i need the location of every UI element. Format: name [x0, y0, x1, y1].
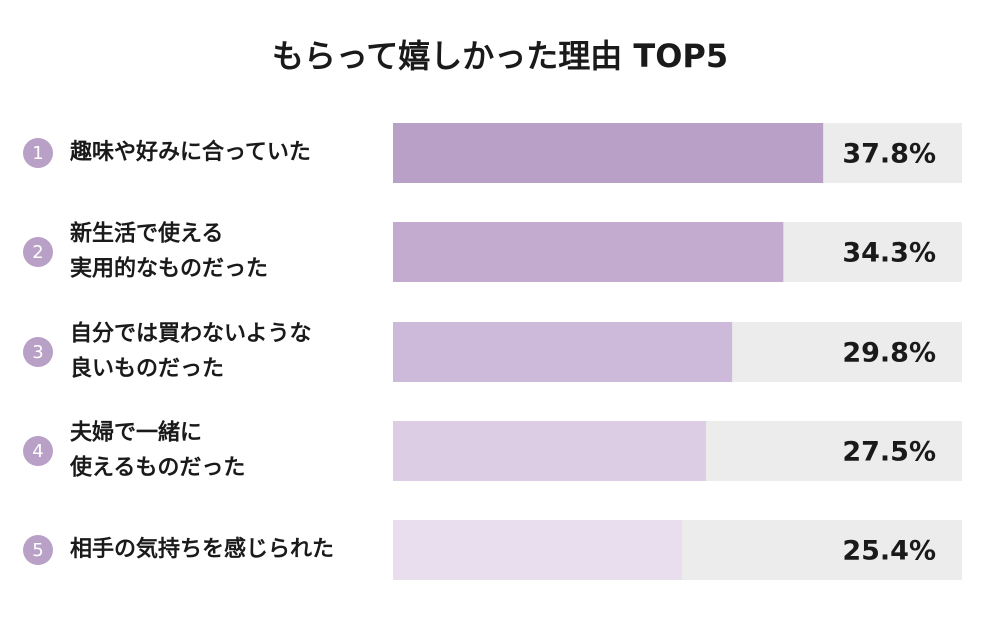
category-label: 自分では買わないような — [70, 321, 312, 347]
category-label: 相手の気持ちを感じられた — [70, 536, 334, 562]
rank-badge — [23, 337, 53, 367]
rank-number: 4 — [32, 441, 43, 462]
bar — [393, 421, 706, 481]
category-label: 趣味や好みに合っていた — [69, 139, 311, 165]
rank-number: 1 — [32, 143, 43, 164]
value-label: 27.5% — [842, 437, 936, 468]
category-label: 実用的なものだった — [70, 256, 268, 282]
category-label: 使えるものだった — [69, 456, 245, 481]
rank-number: 5 — [32, 540, 43, 561]
rank-badge — [23, 535, 53, 565]
rank-number: 3 — [32, 342, 43, 363]
category-label: 夫婦で一緒に — [70, 420, 202, 446]
bar — [393, 520, 683, 580]
bar — [393, 123, 824, 183]
value-label: 34.3% — [842, 238, 936, 269]
value-label: 25.4% — [842, 536, 936, 567]
bar — [393, 322, 733, 382]
category-label: 新生活で使える — [70, 221, 223, 247]
value-label: 37.8% — [842, 139, 936, 170]
rank-number: 2 — [32, 242, 43, 263]
value-label: 29.8% — [842, 338, 936, 369]
rank-badge — [23, 138, 53, 168]
category-label: 良いものだった — [70, 356, 224, 382]
rank-badge — [23, 237, 53, 267]
chart-title: もらって嬉しかった理由 TOP5 — [272, 37, 728, 75]
bar — [393, 222, 784, 282]
rank-badge — [23, 436, 53, 466]
